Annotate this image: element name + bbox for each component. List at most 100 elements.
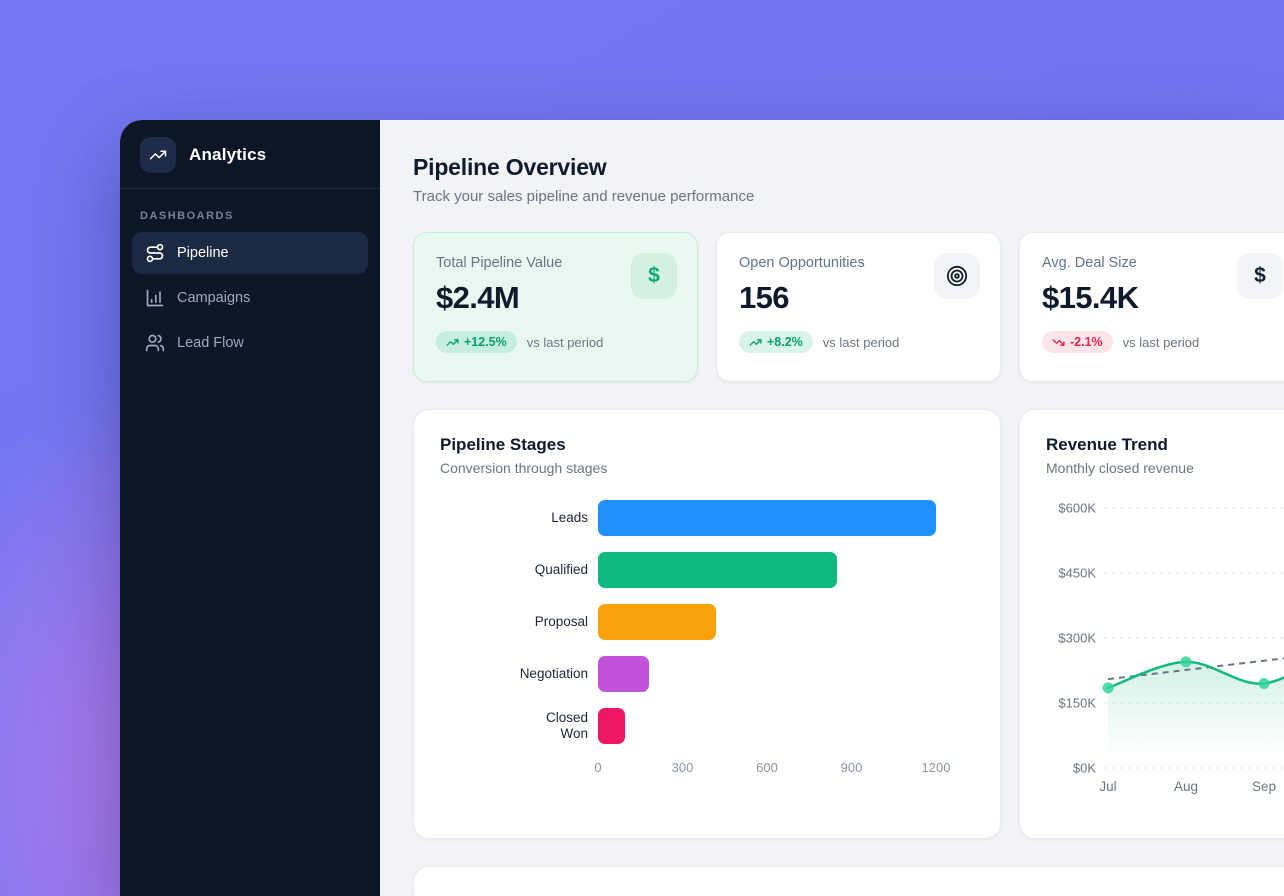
change-badge: +12.5% bbox=[436, 331, 517, 353]
pipeline-stages-chart: Leads Qualified Proposal Negotiation Closed … bbox=[440, 500, 974, 776]
page-subtitle: Track your sales pipeline and revenue pe… bbox=[413, 188, 755, 205]
bar-closed-won[interactable] bbox=[598, 708, 625, 744]
pipeline-stages-subtitle: Conversion through stages bbox=[440, 460, 608, 476]
data-point-sep[interactable] bbox=[1258, 678, 1270, 689]
trending-down-icon bbox=[1052, 338, 1065, 346]
y-axis-label: $300K bbox=[1058, 631, 1096, 646]
x-axis-tick: 1200 bbox=[921, 760, 951, 775]
bar-track bbox=[598, 708, 974, 744]
kpi-card-total-pipeline-value: Total Pipeline Value $2.4M $ +12.5% vs last … bbox=[413, 232, 698, 382]
kpi-icon-tile: $ bbox=[631, 253, 677, 299]
pipeline-stages-title: Pipeline Stages bbox=[440, 435, 566, 454]
trending-up-icon bbox=[749, 338, 762, 346]
revenue-line-svg: $0K $150K $300K $450K $600K Jul Aug Sep bbox=[1058, 501, 1284, 794]
kpi-label: Avg. Deal Size bbox=[1042, 255, 1137, 271]
sidebar-divider bbox=[120, 188, 380, 189]
route-icon bbox=[146, 243, 164, 263]
dashboard-grid: Total Pipeline Value $2.4M $ +12.5% vs last … bbox=[413, 232, 1284, 896]
kpi-icon-tile: $ bbox=[1237, 253, 1283, 299]
main-content: Pipeline Overview Track your sales pipel… bbox=[380, 120, 1284, 896]
sidebar-item-label: Campaigns bbox=[177, 290, 251, 306]
bar-label: Closed Won bbox=[545, 710, 588, 741]
bar-row-closed-won: Closed Won bbox=[440, 708, 974, 744]
kpi-label: Open Opportunities bbox=[739, 255, 865, 271]
bar-leads[interactable] bbox=[598, 500, 936, 536]
trending-up-logo-icon bbox=[140, 137, 176, 173]
bar-track bbox=[598, 500, 974, 536]
revenue-trend-subtitle: Monthly closed revenue bbox=[1046, 460, 1194, 476]
bar-label: Qualified bbox=[534, 562, 588, 578]
bar-track bbox=[598, 552, 974, 588]
revenue-area bbox=[1108, 661, 1284, 768]
change-value: +8.2% bbox=[767, 335, 803, 349]
app-logo[interactable]: Analytics bbox=[120, 120, 380, 188]
target-icon bbox=[946, 265, 968, 287]
bar-track bbox=[598, 604, 974, 640]
dollar-icon: $ bbox=[648, 264, 660, 287]
app-window: Analytics DASHBOARDS Pipeline Campaigns Le… bbox=[120, 120, 1284, 896]
kpi-card-open-opportunities: Open Opportunities 156 +8.2% vs last period bbox=[716, 232, 1001, 382]
bar-row-leads: Leads bbox=[440, 500, 974, 536]
bar-label: Negotiation bbox=[519, 666, 588, 682]
trending-up-icon bbox=[446, 338, 459, 346]
bar-row-proposal: Proposal bbox=[440, 604, 974, 640]
kpi-value: $15.4K bbox=[1042, 280, 1139, 315]
x-axis-tick: 0 bbox=[594, 760, 602, 775]
bar-negotiation[interactable] bbox=[598, 656, 649, 692]
sidebar-item-label: Lead Flow bbox=[177, 335, 244, 351]
x-axis-label: Jul bbox=[1099, 779, 1116, 794]
y-axis-label: $450K bbox=[1058, 566, 1096, 581]
kpi-value: 156 bbox=[739, 280, 790, 315]
users-icon bbox=[145, 334, 165, 352]
sidebar-item-campaigns[interactable]: Campaigns bbox=[132, 277, 368, 319]
y-axis-label: $0K bbox=[1073, 761, 1096, 776]
change-badge: +8.2% bbox=[739, 331, 813, 353]
kpi-icon-tile bbox=[934, 253, 980, 299]
x-axis-tick: 300 bbox=[671, 760, 694, 775]
x-axis-tick: 900 bbox=[840, 760, 863, 775]
page-title: Pipeline Overview bbox=[413, 154, 607, 180]
revenue-trend-title: Revenue Trend bbox=[1046, 435, 1168, 454]
kpi-value: $2.4M bbox=[436, 280, 520, 315]
data-point-aug[interactable] bbox=[1180, 656, 1192, 668]
partially-visible-card bbox=[413, 866, 1284, 896]
bar-chart-x-axis: 0 300 600 900 1200 bbox=[440, 760, 974, 776]
bar-proposal[interactable] bbox=[598, 604, 717, 640]
y-axis-label: $150K bbox=[1058, 696, 1096, 711]
bar-label: Proposal bbox=[534, 614, 588, 630]
bar-qualified[interactable] bbox=[598, 552, 838, 588]
comparison-label: vs last period bbox=[1122, 334, 1200, 350]
dollar-icon: $ bbox=[1254, 264, 1266, 287]
bar-row-negotiation: Negotiation bbox=[440, 656, 974, 692]
revenue-line bbox=[1106, 660, 1284, 690]
change-value: +12.5% bbox=[464, 335, 507, 349]
comparison-label: vs last period bbox=[822, 334, 900, 350]
data-point-jul[interactable] bbox=[1102, 682, 1114, 694]
comparison-label: vs last period bbox=[526, 334, 604, 350]
sidebar-item-label: Pipeline bbox=[177, 245, 229, 261]
app-name: Analytics bbox=[189, 145, 267, 164]
sidebar-item-lead-flow[interactable]: Lead Flow bbox=[132, 322, 368, 364]
bar-label: Leads bbox=[551, 510, 588, 526]
kpi-card-avg.-deal-size: Avg. Deal Size $15.4K $ -2.1% vs last period bbox=[1019, 232, 1284, 382]
change-value: -2.1% bbox=[1070, 335, 1103, 349]
kpi-footer: +8.2% vs last period bbox=[739, 331, 978, 353]
y-axis-label: $600K bbox=[1058, 501, 1096, 516]
bar-track bbox=[598, 656, 974, 692]
kpi-footer: -2.1% vs last period bbox=[1042, 331, 1281, 353]
x-axis-tick: 600 bbox=[756, 760, 778, 775]
bar-row-qualified: Qualified bbox=[440, 552, 974, 588]
revenue-trend-chart: $0K $150K $300K $450K $600K Jul Aug Sep bbox=[1046, 488, 1284, 805]
kpi-footer: +12.5% vs last period bbox=[436, 331, 675, 353]
sidebar-section-label: DASHBOARDS bbox=[140, 210, 234, 222]
x-axis-label: Aug bbox=[1174, 779, 1198, 794]
kpi-label: Total Pipeline Value bbox=[436, 255, 563, 271]
sidebar: Analytics DASHBOARDS Pipeline Campaigns Le… bbox=[120, 120, 380, 896]
sidebar-nav: Pipeline Campaigns Lead Flow bbox=[120, 232, 380, 367]
revenue-trend-card: Revenue Trend Monthly closed revenue $0K… bbox=[1019, 409, 1284, 839]
x-axis-label: Sep bbox=[1252, 779, 1276, 794]
change-badge: -2.1% bbox=[1042, 331, 1113, 353]
bar-chart-icon bbox=[146, 289, 164, 307]
pipeline-stages-card: Pipeline Stages Conversion through stage… bbox=[413, 409, 1001, 839]
sidebar-item-pipeline[interactable]: Pipeline bbox=[132, 232, 368, 274]
